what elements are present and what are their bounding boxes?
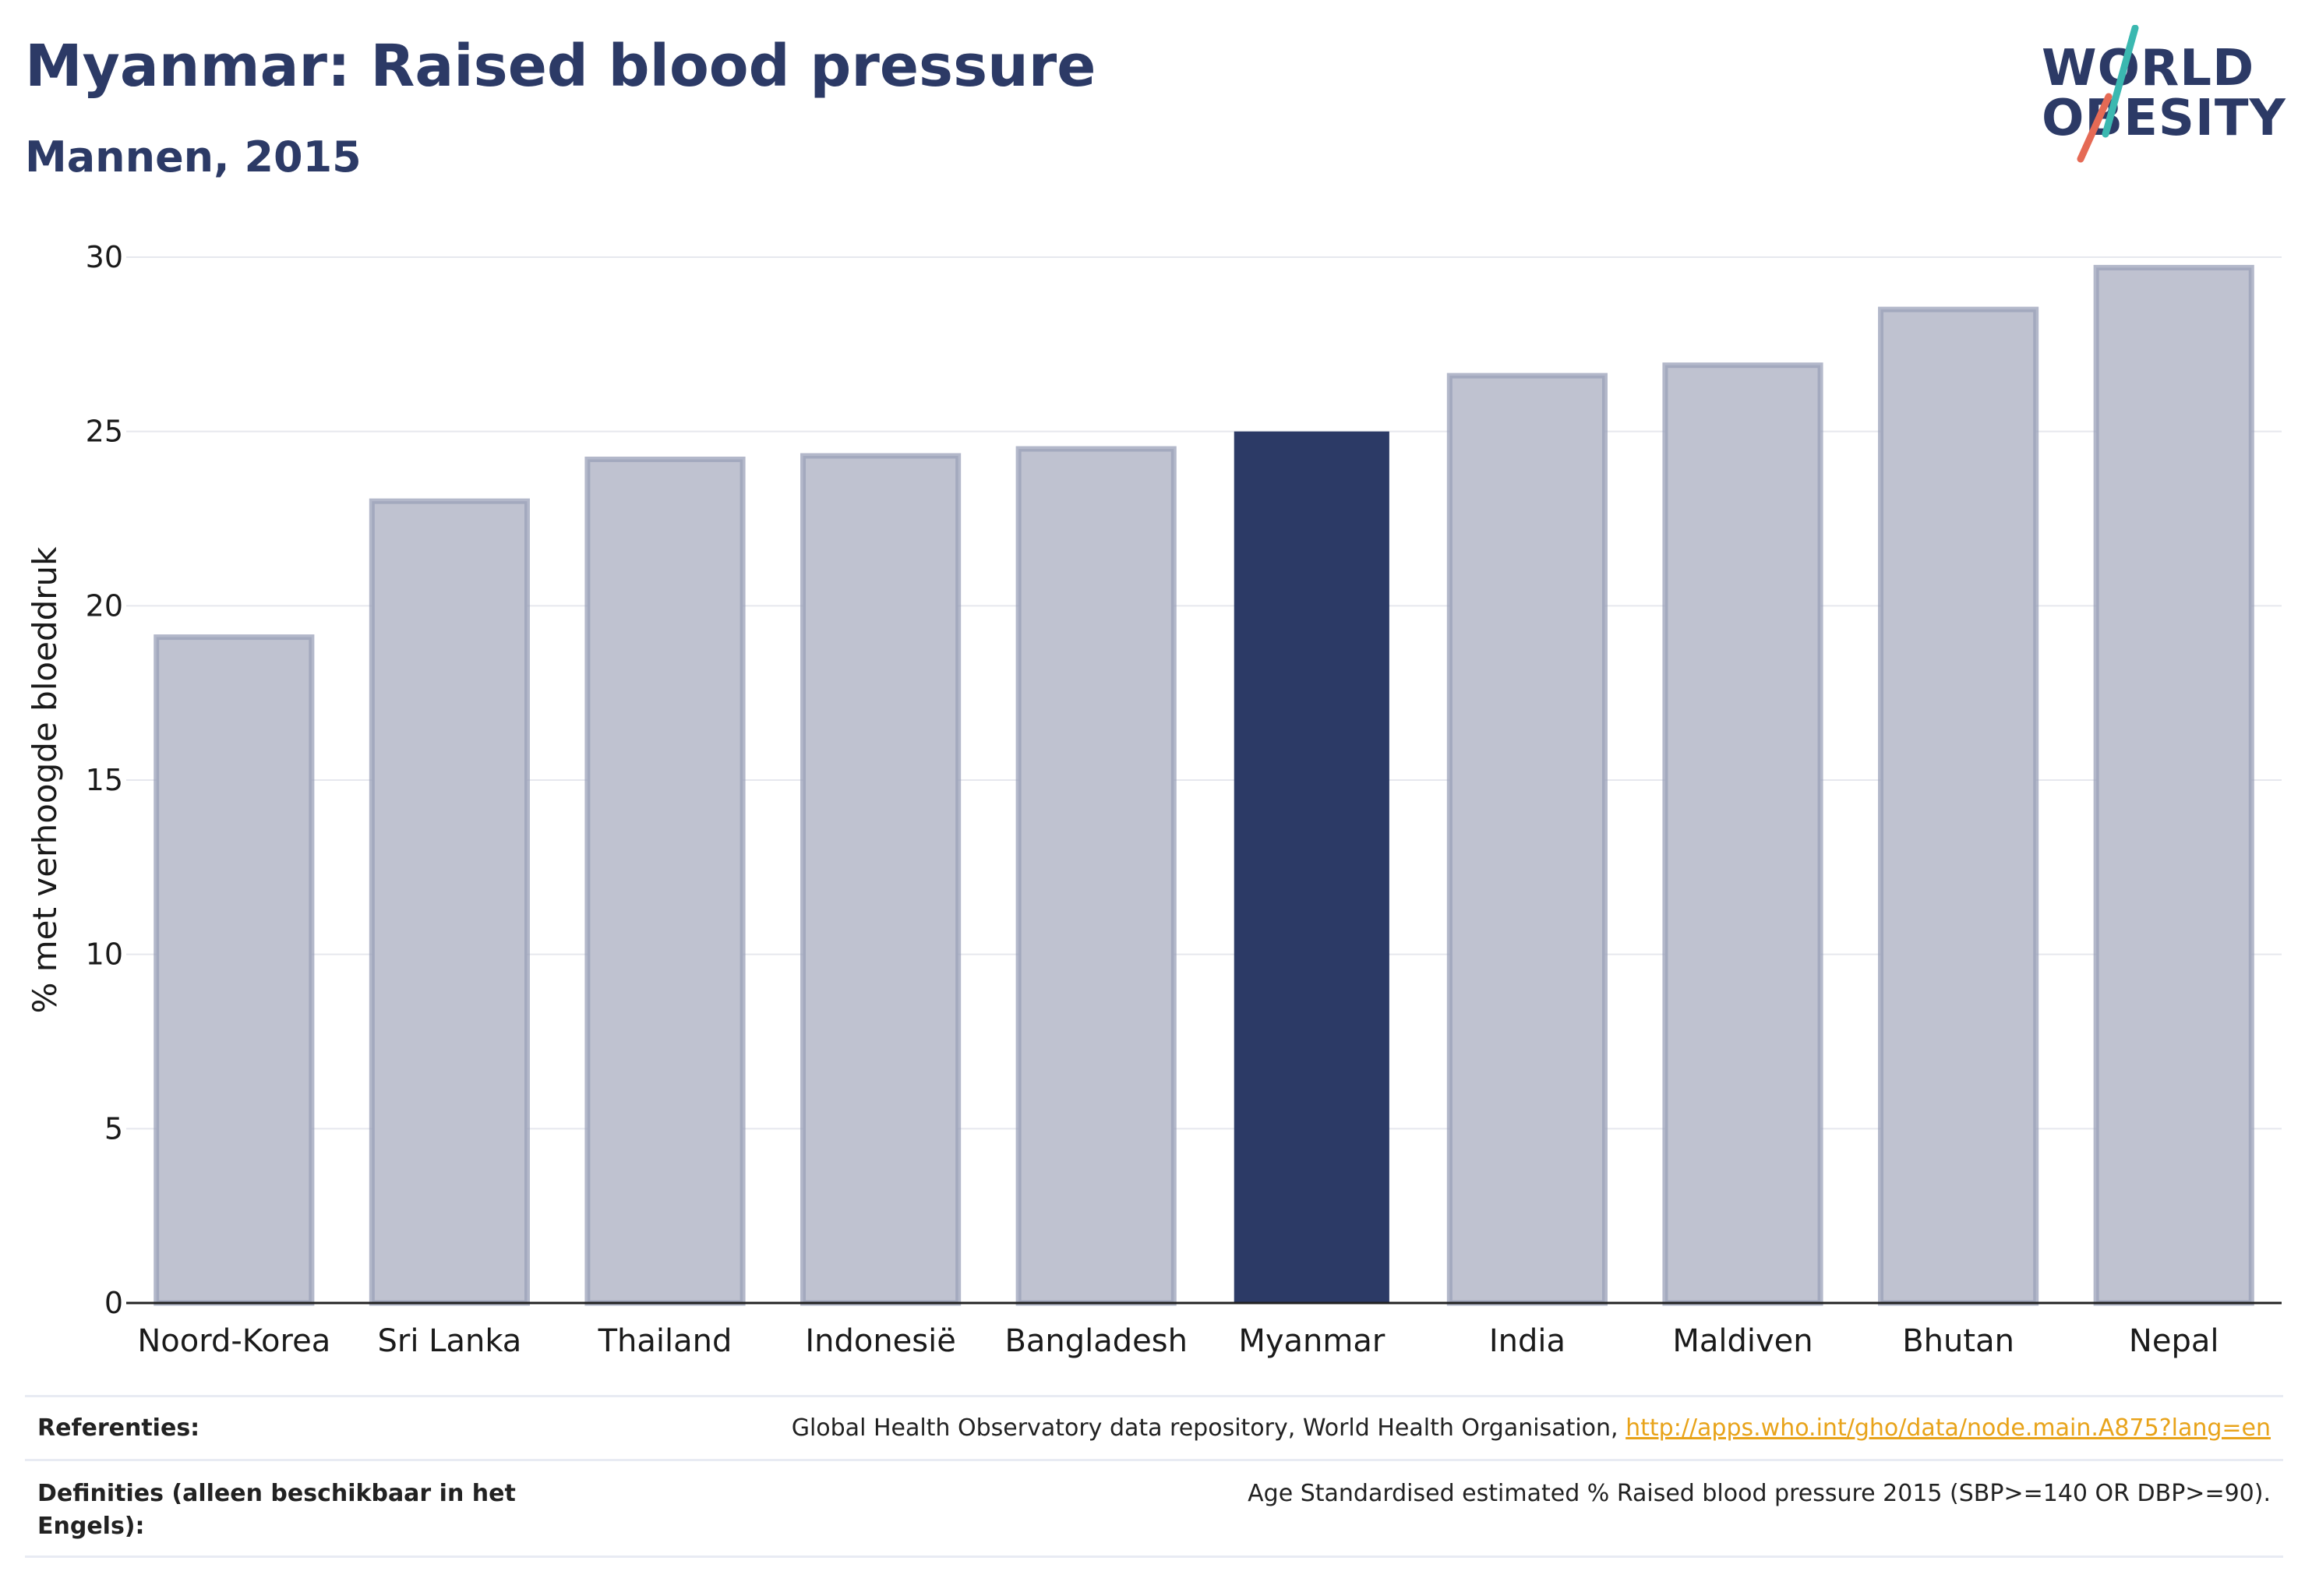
y-tick-label: 0 — [104, 1286, 123, 1320]
definitions-text: Age Standardised estimated % Raised bloo… — [1248, 1480, 2271, 1507]
world-obesity-logo: WORLD OBESITY — [2034, 25, 2291, 165]
definitions-label-line2: Engels): — [37, 1513, 145, 1540]
y-tick-label: 30 — [86, 240, 123, 274]
bar-indonesi- — [800, 453, 962, 1306]
references-label: Referenties: — [37, 1414, 200, 1442]
divider-middle — [25, 1459, 2283, 1461]
x-tick-label: Indonesië — [805, 1323, 956, 1359]
bar-bangladesh — [1015, 446, 1177, 1306]
y-tick-label: 15 — [86, 763, 123, 797]
logo-slash-icon — [2077, 25, 2139, 163]
x-tick-label: India — [1489, 1323, 1565, 1359]
y-axis-label: % met verhoogde bloeddruk — [26, 546, 64, 1014]
bar-sri-lanka — [369, 498, 530, 1306]
x-tick-label: Bangladesh — [1004, 1323, 1188, 1359]
chart-subtitle: Mannen, 2015 — [25, 132, 362, 182]
x-tick-label: Maldiven — [1672, 1323, 1813, 1359]
divider-top — [25, 1395, 2283, 1397]
y-tick-label: 20 — [86, 588, 123, 623]
references-text: Global Health Observatory data repositor… — [791, 1414, 1618, 1442]
x-tick-label: Nepal — [2129, 1323, 2219, 1359]
references-value: Global Health Observatory data repositor… — [792, 1412, 2271, 1445]
divider-bottom — [25, 1555, 2283, 1558]
bar-noord-korea — [154, 634, 315, 1306]
bar-bhutan — [1878, 306, 2039, 1306]
y-tick-label: 10 — [86, 937, 123, 972]
definitions-label: Definities (alleen beschikbaar in het En… — [37, 1478, 516, 1543]
bar-india — [1446, 373, 1608, 1306]
chart-title: Myanmar: Raised blood pressure — [25, 33, 1096, 100]
x-tick-label: Noord-Korea — [137, 1323, 330, 1359]
bar-thailand — [584, 456, 746, 1306]
bar-chart: 0 5 10 15 20 25 30 % met verhoogde bloeddruk Noo… — [26, 240, 2282, 1359]
bar-maldiven — [1662, 362, 1823, 1306]
x-tick-label: Sri Lanka — [378, 1323, 522, 1359]
y-tick-label: 25 — [86, 415, 123, 449]
x-tick-label: Thailand — [598, 1323, 732, 1359]
x-tick-label: Myanmar — [1238, 1323, 1385, 1359]
bar-nepal — [2093, 264, 2254, 1306]
logo-text-obesity: OBESITY — [2042, 90, 2286, 147]
definitions-label-line1: Definities (alleen beschikbaar in het — [37, 1480, 516, 1507]
bar-myanmar — [1234, 431, 1389, 1303]
logo-text-world: WORLD — [2042, 40, 2255, 97]
x-tick-label: Bhutan — [1902, 1323, 2014, 1359]
y-tick-label: 5 — [104, 1111, 123, 1146]
references-link[interactable]: http://apps.who.int/gho/data/node.main.A… — [1626, 1414, 2271, 1442]
